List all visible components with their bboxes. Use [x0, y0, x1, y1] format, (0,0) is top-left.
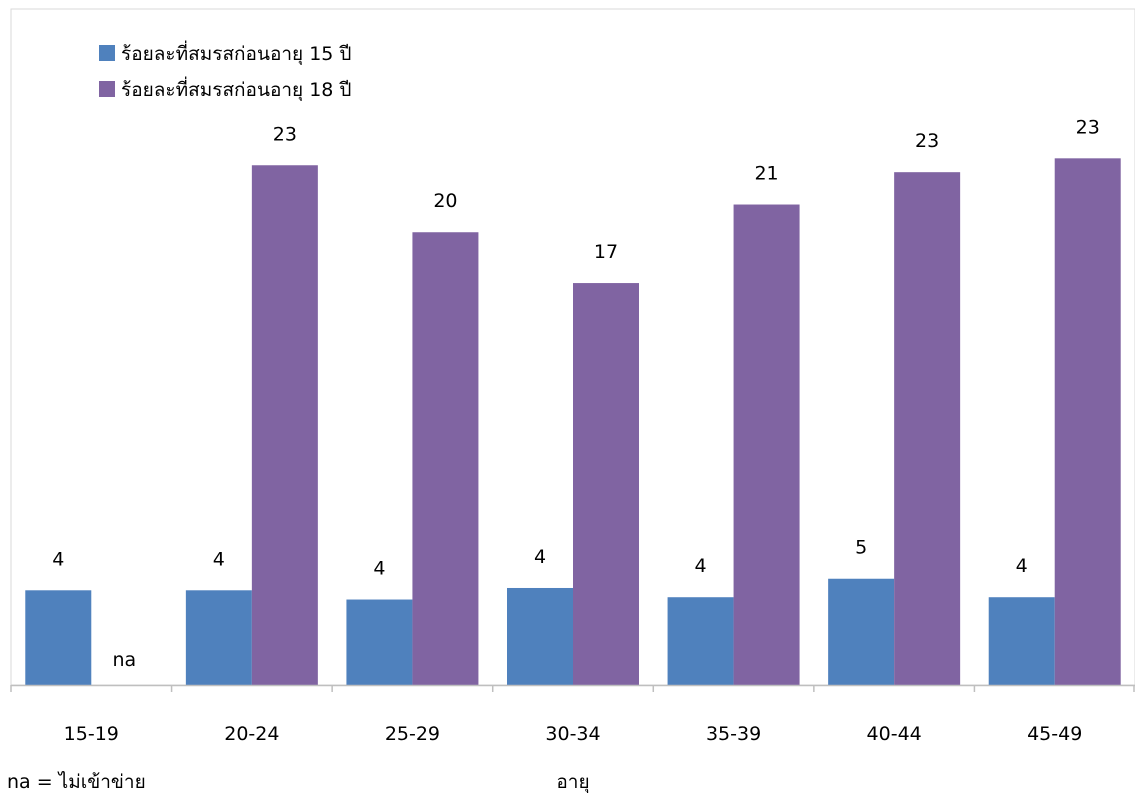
legend-label: ร้อยละที่สมรสก่อนอายุ 15 ปี [121, 40, 351, 66]
x-tick-label: 15-19 [64, 723, 119, 745]
bars-group [25, 158, 1121, 686]
data-label: 23 [273, 123, 297, 145]
data-labels-group: 4 na 4 23 4 20 4 17 4 21 5 23 4 23 [52, 116, 1100, 671]
data-label: 23 [915, 130, 939, 152]
bar-age15 [185, 590, 252, 685]
data-label: 17 [594, 241, 618, 263]
legend-label: ร้อยละที่สมรสก่อนอายุ 18 ปี [121, 76, 351, 102]
na-label: na [112, 649, 136, 671]
data-label: 4 [373, 558, 385, 580]
data-label: 4 [1016, 555, 1028, 577]
data-label: 4 [695, 555, 707, 577]
legend-swatch [99, 45, 115, 61]
legend: ร้อยละที่สมรสก่อนอายุ 15 ปีร้อยละที่สมรส… [99, 40, 351, 102]
bar-age18 [733, 204, 800, 685]
legend-swatch [99, 81, 115, 97]
data-label: 21 [754, 163, 778, 185]
bar-age15 [667, 597, 734, 685]
bar-age18 [894, 172, 961, 685]
bar-age18 [573, 283, 639, 685]
x-axis-ticks [10, 685, 1135, 692]
x-tick-label: 20-24 [224, 723, 279, 745]
data-label: 4 [213, 548, 225, 570]
x-axis-title: อายุ [556, 771, 589, 794]
data-label: 5 [855, 537, 867, 559]
x-tick-label: 35-39 [706, 723, 761, 745]
footnote-na: na = ไม่เข้าข่าย [7, 771, 146, 793]
data-label: 4 [534, 546, 546, 568]
data-label: 4 [52, 548, 64, 570]
bar-age15 [828, 578, 895, 685]
bar-age15 [25, 590, 92, 685]
data-label: 23 [1076, 116, 1100, 138]
bar-age15 [988, 597, 1055, 685]
data-label: 20 [433, 190, 457, 212]
x-tick-label: 40-44 [867, 723, 922, 745]
bar-age18 [1054, 158, 1121, 685]
bar-age18 [251, 165, 318, 685]
bar-age15 [507, 587, 573, 685]
bar-age18 [412, 232, 479, 686]
x-tick-label: 30-34 [545, 723, 600, 745]
x-tick-label: 25-29 [385, 723, 440, 745]
bar-age15 [346, 599, 413, 685]
x-tick-label: 45-49 [1027, 723, 1082, 745]
x-axis-tick-labels: 15-19 20-24 25-29 30-34 35-39 40-44 45-49 [64, 723, 1083, 745]
